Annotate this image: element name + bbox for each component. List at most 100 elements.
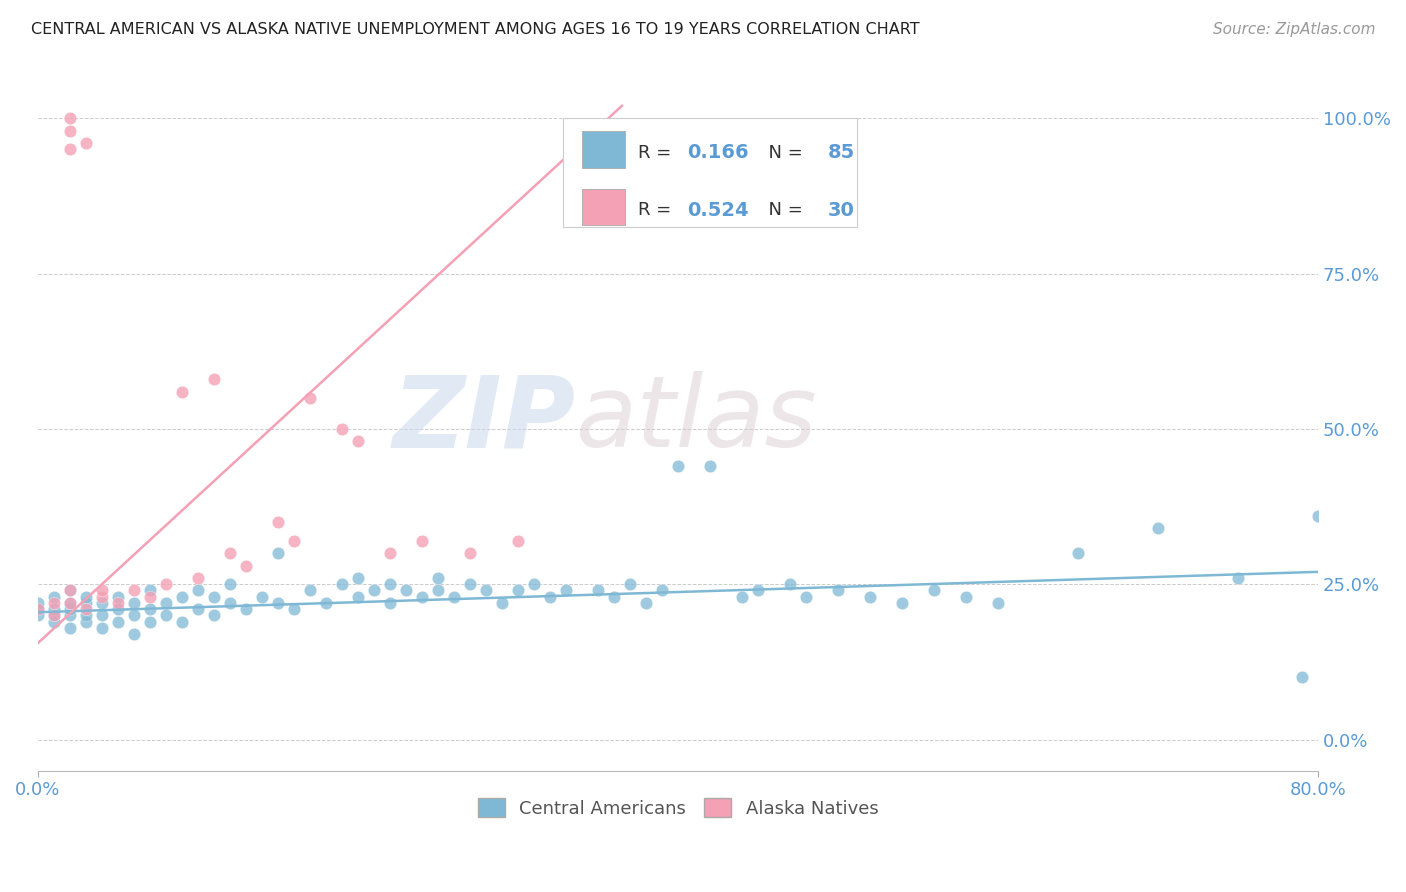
Point <box>298 583 321 598</box>
Point <box>411 533 433 548</box>
Point <box>42 590 65 604</box>
Point <box>122 583 145 598</box>
Point <box>458 546 481 560</box>
Point <box>378 577 401 591</box>
Point <box>987 596 1010 610</box>
Point <box>235 602 257 616</box>
Point <box>411 590 433 604</box>
Text: N =: N = <box>758 144 808 161</box>
Point <box>90 608 112 623</box>
Point <box>426 583 449 598</box>
Text: 0.524: 0.524 <box>688 201 748 219</box>
Point <box>619 577 641 591</box>
Point <box>27 602 49 616</box>
Point <box>538 590 561 604</box>
Point <box>346 434 368 449</box>
Point <box>107 596 129 610</box>
Point <box>378 546 401 560</box>
Point <box>187 571 209 585</box>
Point <box>731 590 754 604</box>
Point <box>1308 508 1330 523</box>
Point <box>170 384 193 399</box>
Text: 30: 30 <box>828 201 855 219</box>
Point <box>506 583 529 598</box>
Point <box>250 590 273 604</box>
Point <box>42 608 65 623</box>
Point <box>59 583 82 598</box>
Point <box>891 596 914 610</box>
Text: R =: R = <box>638 202 678 219</box>
Point <box>955 590 977 604</box>
Point <box>155 608 177 623</box>
Point <box>346 590 368 604</box>
Point <box>298 391 321 405</box>
Point <box>59 583 82 598</box>
Point <box>42 602 65 616</box>
Point <box>363 583 385 598</box>
Point <box>122 608 145 623</box>
Point <box>651 583 673 598</box>
Point <box>138 615 160 629</box>
Point <box>506 533 529 548</box>
Text: CENTRAL AMERICAN VS ALASKA NATIVE UNEMPLOYMENT AMONG AGES 16 TO 19 YEARS CORRELA: CENTRAL AMERICAN VS ALASKA NATIVE UNEMPL… <box>31 22 920 37</box>
Text: R =: R = <box>638 144 678 161</box>
Point <box>554 583 576 598</box>
Point <box>155 577 177 591</box>
Point <box>90 621 112 635</box>
Point <box>59 596 82 610</box>
Point <box>283 533 305 548</box>
Text: 0.166: 0.166 <box>688 144 748 162</box>
Point <box>491 596 513 610</box>
Point <box>267 546 290 560</box>
Text: atlas: atlas <box>575 371 817 468</box>
Point <box>170 615 193 629</box>
Point <box>523 577 546 591</box>
Point <box>426 571 449 585</box>
Point <box>1147 521 1170 535</box>
Point <box>75 590 97 604</box>
Point <box>90 590 112 604</box>
Point <box>859 590 882 604</box>
Point <box>59 596 82 610</box>
Point <box>75 136 97 150</box>
Point <box>42 608 65 623</box>
Point <box>1227 571 1250 585</box>
Point <box>75 596 97 610</box>
Point <box>218 596 240 610</box>
Text: Source: ZipAtlas.com: Source: ZipAtlas.com <box>1212 22 1375 37</box>
Point <box>443 590 465 604</box>
Point <box>27 608 49 623</box>
Point <box>122 627 145 641</box>
Point <box>122 596 145 610</box>
Point <box>218 577 240 591</box>
Point <box>794 590 817 604</box>
Point <box>202 372 225 386</box>
Point <box>378 596 401 610</box>
Text: ZIP: ZIP <box>392 371 575 468</box>
Point <box>346 571 368 585</box>
Point <box>75 608 97 623</box>
Point <box>107 615 129 629</box>
Point <box>42 596 65 610</box>
Point <box>699 459 721 474</box>
Text: N =: N = <box>758 202 808 219</box>
Point <box>59 608 82 623</box>
Point <box>475 583 498 598</box>
Point <box>155 596 177 610</box>
Point <box>75 602 97 616</box>
Point <box>138 590 160 604</box>
Point <box>90 596 112 610</box>
Point <box>395 583 418 598</box>
FancyBboxPatch shape <box>582 189 626 226</box>
Point <box>59 602 82 616</box>
Point <box>138 583 160 598</box>
Point <box>187 583 209 598</box>
Point <box>267 596 290 610</box>
Point <box>202 590 225 604</box>
Legend: Central Americans, Alaska Natives: Central Americans, Alaska Natives <box>471 791 886 825</box>
Point <box>107 602 129 616</box>
Point <box>1067 546 1090 560</box>
Point <box>330 577 353 591</box>
FancyBboxPatch shape <box>582 131 626 168</box>
Point <box>75 615 97 629</box>
